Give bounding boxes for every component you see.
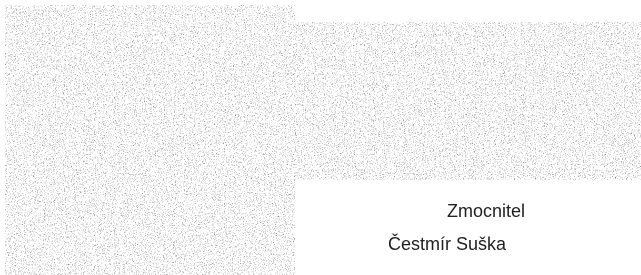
signature-name: Čestmír Suška (388, 233, 507, 254)
page: Zmocnitel Čestmír Suška (() => { const d… (0, 0, 641, 275)
scan: Zmocnitel Čestmír Suška (0, 0, 641, 275)
noise-block-left (5, 5, 295, 275)
signature-role: Zmocnitel (447, 201, 525, 221)
noise-block-right (270, 22, 641, 180)
